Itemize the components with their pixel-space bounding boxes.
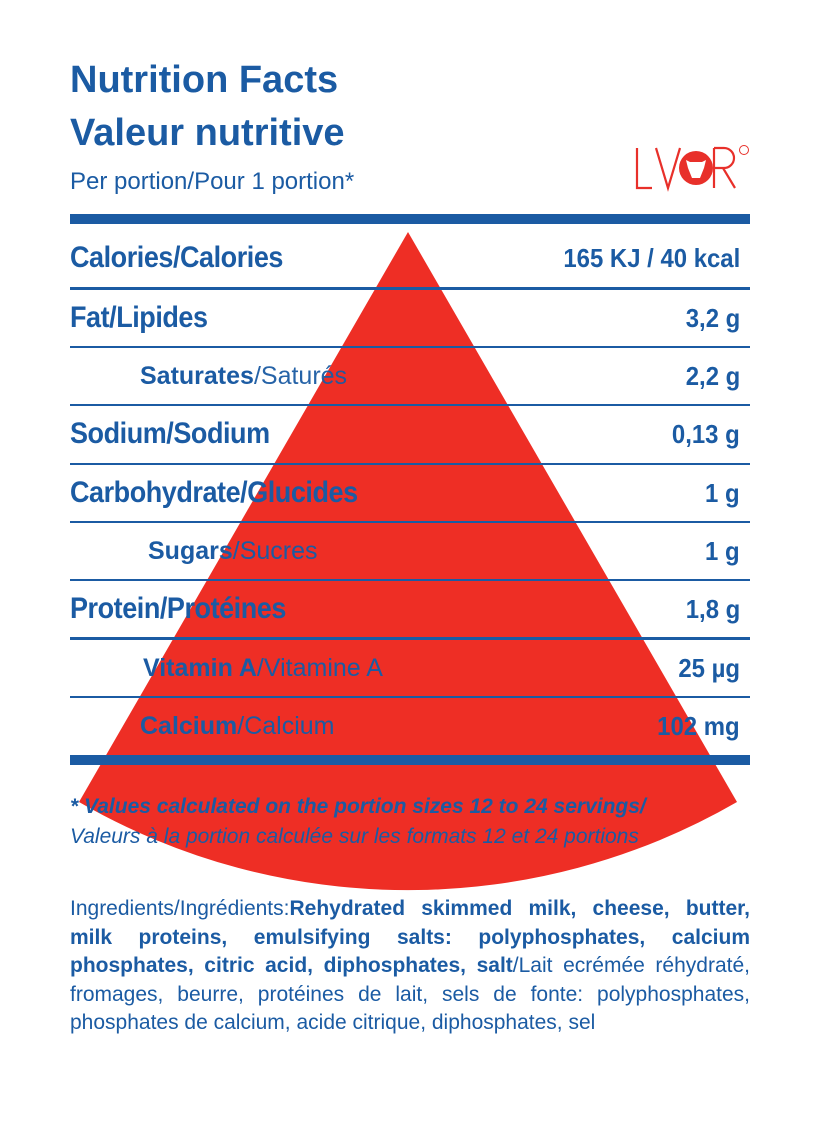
title-english: Nutrition Facts <box>70 59 339 101</box>
row-vitamin-a: Vitamin A/Vitamine A 25 µg <box>143 652 740 683</box>
row-saturates: Saturates/Saturés 2,2 g <box>140 360 740 391</box>
row-calcium: Calcium/Calcium 102 mg <box>140 710 740 741</box>
lvqr-logo <box>635 145 749 192</box>
per-portion-en: Per portion <box>70 168 188 195</box>
title-french: Valeur nutritive <box>70 112 345 154</box>
footnote-french: Valeurs à la portion calculée sur les fo… <box>70 825 639 848</box>
per-portion-fr: /Pour 1 portion* <box>187 168 355 195</box>
serving-size: Per portion/Pour 1 portion* <box>70 168 354 196</box>
footnote-english: * Values calculated on the portion sizes… <box>70 795 646 818</box>
row-sodium: Sodium/Sodium 0,13 g <box>70 417 740 450</box>
row-protein: Protein/Protéines 1,8 g <box>70 592 740 625</box>
row-fat: Fat/Lipides 3,2 g <box>70 301 740 334</box>
row-sugars: Sugars/Sucres 1 g <box>148 535 740 566</box>
row-calories: Calories/Calories 165 KJ / 40 kcal <box>70 241 740 274</box>
ingredients: Ingredients/Ingrédients:Rehydrated skimm… <box>70 897 750 1034</box>
row-carbohydrate: Carbohydrate/Glucides 1 g <box>70 476 740 509</box>
